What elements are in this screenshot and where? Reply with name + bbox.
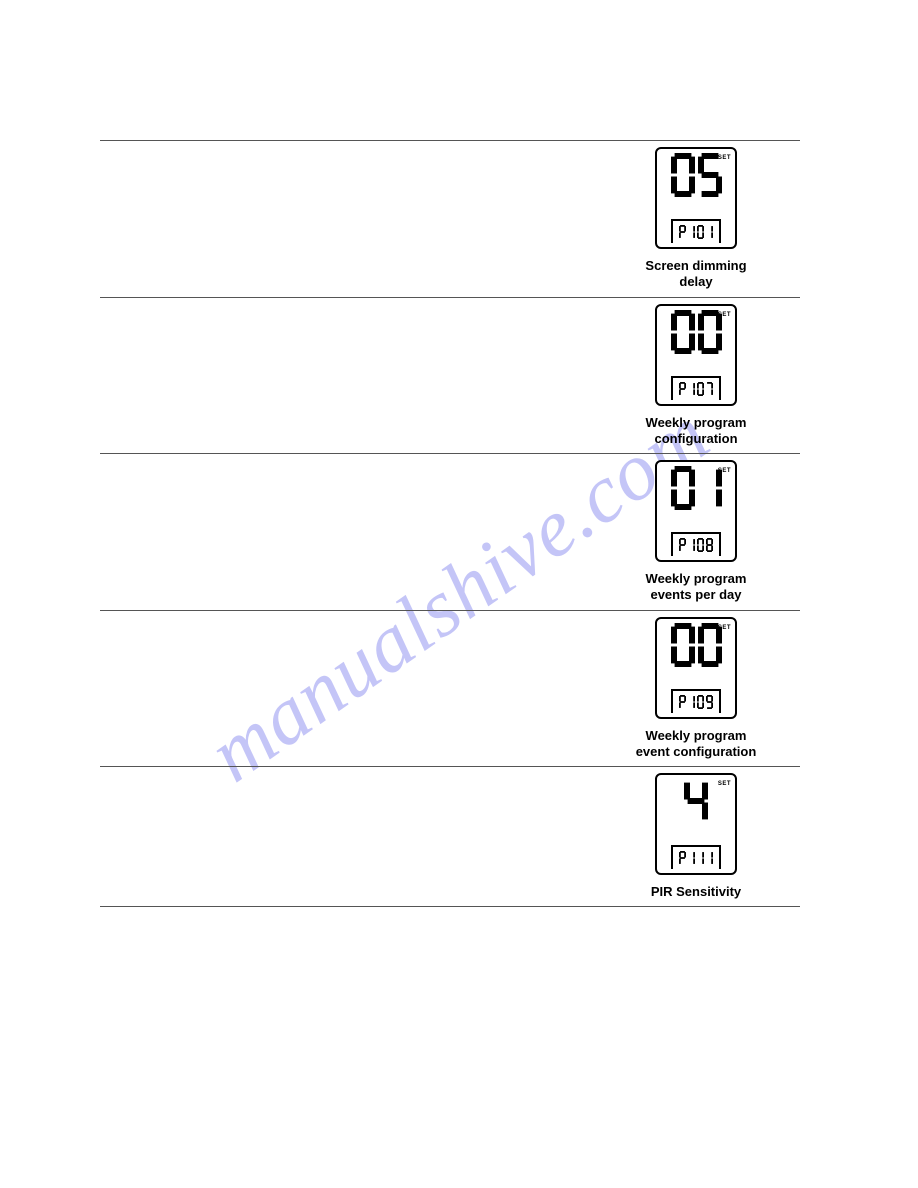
caption-line: delay: [679, 274, 712, 289]
table-cell: SET Weekly program configuration: [616, 304, 776, 448]
settings-table: SET Screen dimming delay SET Weekly prog…: [100, 140, 800, 907]
table-row: SET Weekly program event configuration: [100, 610, 800, 767]
caption-line: Screen dimming: [645, 258, 746, 273]
caption-line: Weekly program: [646, 728, 747, 743]
caption-line: event configuration: [636, 744, 757, 759]
lcd-param-box: [671, 845, 721, 869]
table-row: SET Weekly program configuration: [100, 297, 800, 454]
lcd-caption: Weekly program configuration: [616, 415, 776, 448]
caption-line: configuration: [654, 431, 737, 446]
lcd-display: SET: [655, 147, 737, 249]
lcd-caption: Weekly program events per day: [616, 571, 776, 604]
table-row: SET Screen dimming delay: [100, 140, 800, 297]
caption-line: Weekly program: [646, 415, 747, 430]
caption-line: Weekly program: [646, 571, 747, 586]
caption-line: PIR Sensitivity: [651, 884, 741, 899]
lcd-display: SET: [655, 617, 737, 719]
lcd-main-digits: [657, 623, 735, 671]
lcd-caption: Screen dimming delay: [616, 258, 776, 291]
lcd-display: SET: [655, 304, 737, 406]
caption-line: events per day: [650, 587, 741, 602]
lcd-param-box: [671, 689, 721, 713]
table-cell: SET Weekly program events per day: [616, 460, 776, 604]
lcd-main-digits: [657, 153, 735, 201]
lcd-caption: Weekly program event configuration: [616, 728, 776, 761]
table-cell: SET PIR Sensitivity: [616, 773, 776, 900]
lcd-param-box: [671, 219, 721, 243]
lcd-main-digits: [657, 466, 735, 514]
lcd-main-digits: [657, 779, 735, 827]
lcd-caption: PIR Sensitivity: [616, 884, 776, 900]
table-row: SET PIR Sensitivity: [100, 766, 800, 907]
lcd-display: SET: [655, 460, 737, 562]
table-row: SET Weekly program events per day: [100, 453, 800, 610]
lcd-param-box: [671, 376, 721, 400]
lcd-display: SET: [655, 773, 737, 875]
table-cell: SET Screen dimming delay: [616, 147, 776, 291]
lcd-param-box: [671, 532, 721, 556]
lcd-main-digits: [657, 310, 735, 358]
table-cell: SET Weekly program event configuration: [616, 617, 776, 761]
